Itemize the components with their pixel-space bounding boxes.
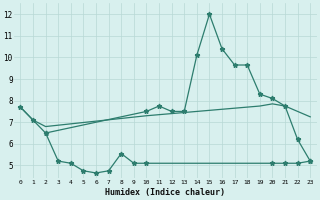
X-axis label: Humidex (Indice chaleur): Humidex (Indice chaleur): [105, 188, 225, 197]
